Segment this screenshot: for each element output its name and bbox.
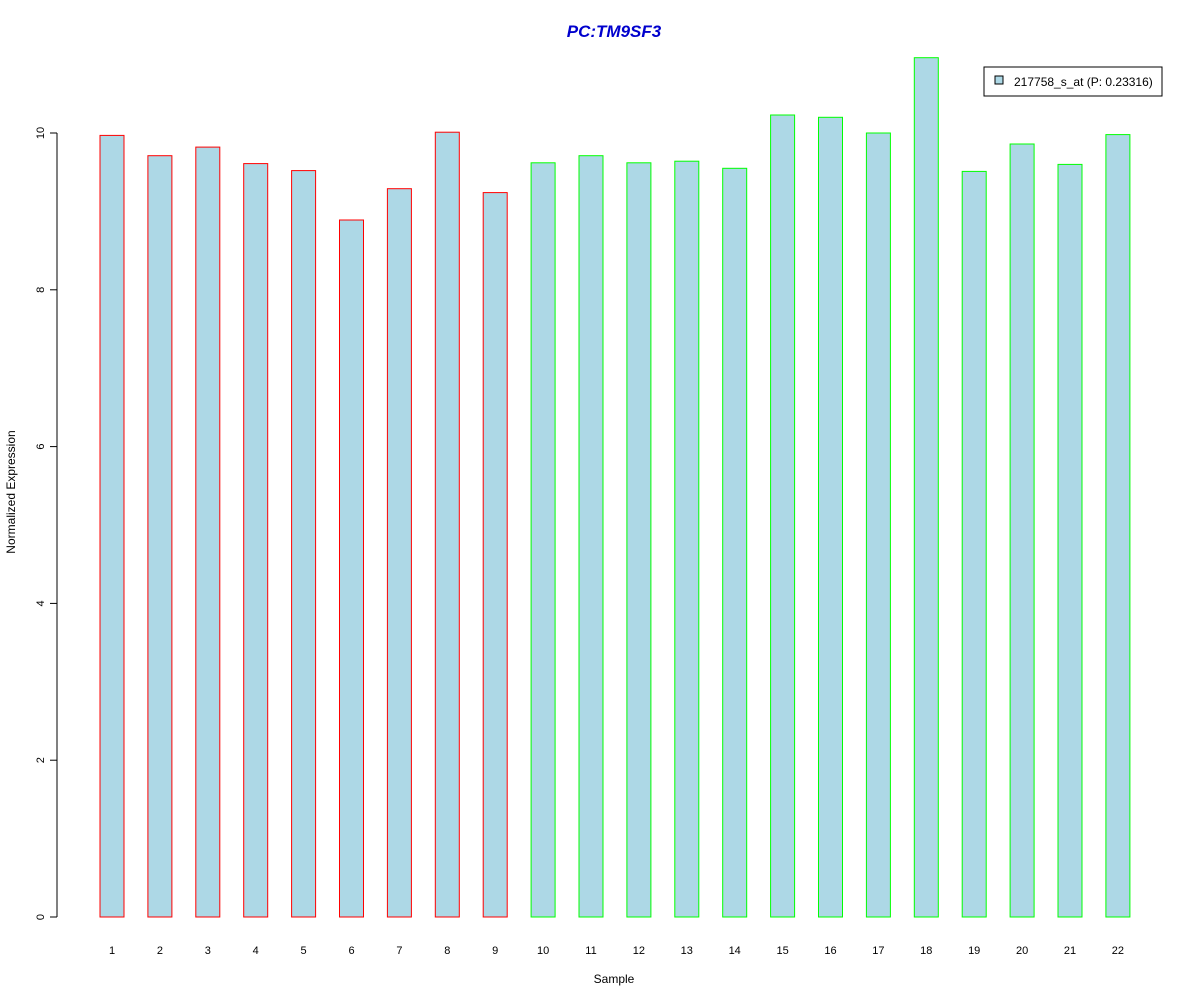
x-tick-label: 15: [776, 945, 788, 957]
legend-entry-label: 217758_s_at (P: 0.23316): [1014, 75, 1153, 89]
bar: [99, 134, 125, 918]
bar: [1105, 134, 1131, 918]
chart-title: PC:TM9SF3: [567, 22, 662, 41]
x-tick-label: 13: [681, 945, 693, 957]
bar: [913, 57, 939, 918]
x-tick-label: 9: [492, 945, 498, 957]
legend-box: [983, 66, 1163, 97]
x-tick-label: 6: [348, 945, 354, 957]
bar: [770, 114, 796, 918]
bar: [530, 162, 556, 918]
x-tick-label: 5: [301, 945, 307, 957]
bar: [243, 163, 269, 918]
x-tick-label: 8: [444, 945, 450, 957]
x-tick-label: 10: [537, 945, 549, 957]
bar: [339, 219, 364, 918]
y-tick-label: 0: [35, 914, 47, 920]
bar: [626, 162, 652, 918]
x-axis-label: Sample: [594, 972, 635, 986]
bars-group: [99, 57, 1131, 918]
bar: [961, 170, 987, 918]
x-tick-label: 1: [109, 945, 115, 957]
x-tick-label: 18: [920, 945, 932, 957]
y-axis-ticks: 0 2 4 6 8 10: [35, 127, 57, 920]
x-tick-label: 2: [157, 945, 163, 957]
y-axis-label: Normalized Expression: [4, 430, 18, 553]
x-tick-label: 11: [585, 945, 596, 957]
bar: [147, 155, 173, 918]
x-tick-label: 19: [968, 945, 980, 957]
y-tick-label: 2: [35, 757, 47, 763]
bar: [578, 155, 604, 918]
x-tick-label: 14: [729, 945, 741, 957]
x-tick-label: 20: [1016, 945, 1028, 957]
bar: [818, 116, 843, 918]
bar: [482, 192, 508, 918]
bar: [674, 160, 700, 918]
x-tick-label: 12: [633, 945, 645, 957]
bar: [1057, 163, 1083, 918]
x-tick-label: 22: [1112, 945, 1124, 957]
x-tick-label: 7: [396, 945, 402, 957]
bar: [386, 188, 412, 918]
x-tick-label: 16: [824, 945, 836, 957]
bar: [195, 146, 221, 918]
x-tick-label: 4: [253, 945, 259, 957]
bar: [291, 170, 317, 918]
bar: [865, 132, 891, 918]
y-tick-label: 8: [35, 287, 47, 293]
y-tick-label: 4: [35, 600, 47, 606]
x-tick-label: 17: [872, 945, 884, 957]
legend: 217758_s_at (P: 0.23316): [983, 66, 1163, 97]
x-tick-label: 3: [205, 945, 211, 957]
x-tick-label: 21: [1064, 945, 1076, 957]
bar: [722, 167, 748, 918]
bar: [1009, 143, 1035, 918]
bar: [434, 131, 460, 918]
y-tick-label: 6: [35, 444, 47, 450]
x-axis-tick-labels: 1 2 3 4 5 6 7 8 9 10 11 12 13 14 15 16 17 18 19 20 21 22: [109, 945, 1124, 957]
legend-swatch: [994, 75, 1004, 85]
y-tick-label: 10: [35, 127, 47, 139]
